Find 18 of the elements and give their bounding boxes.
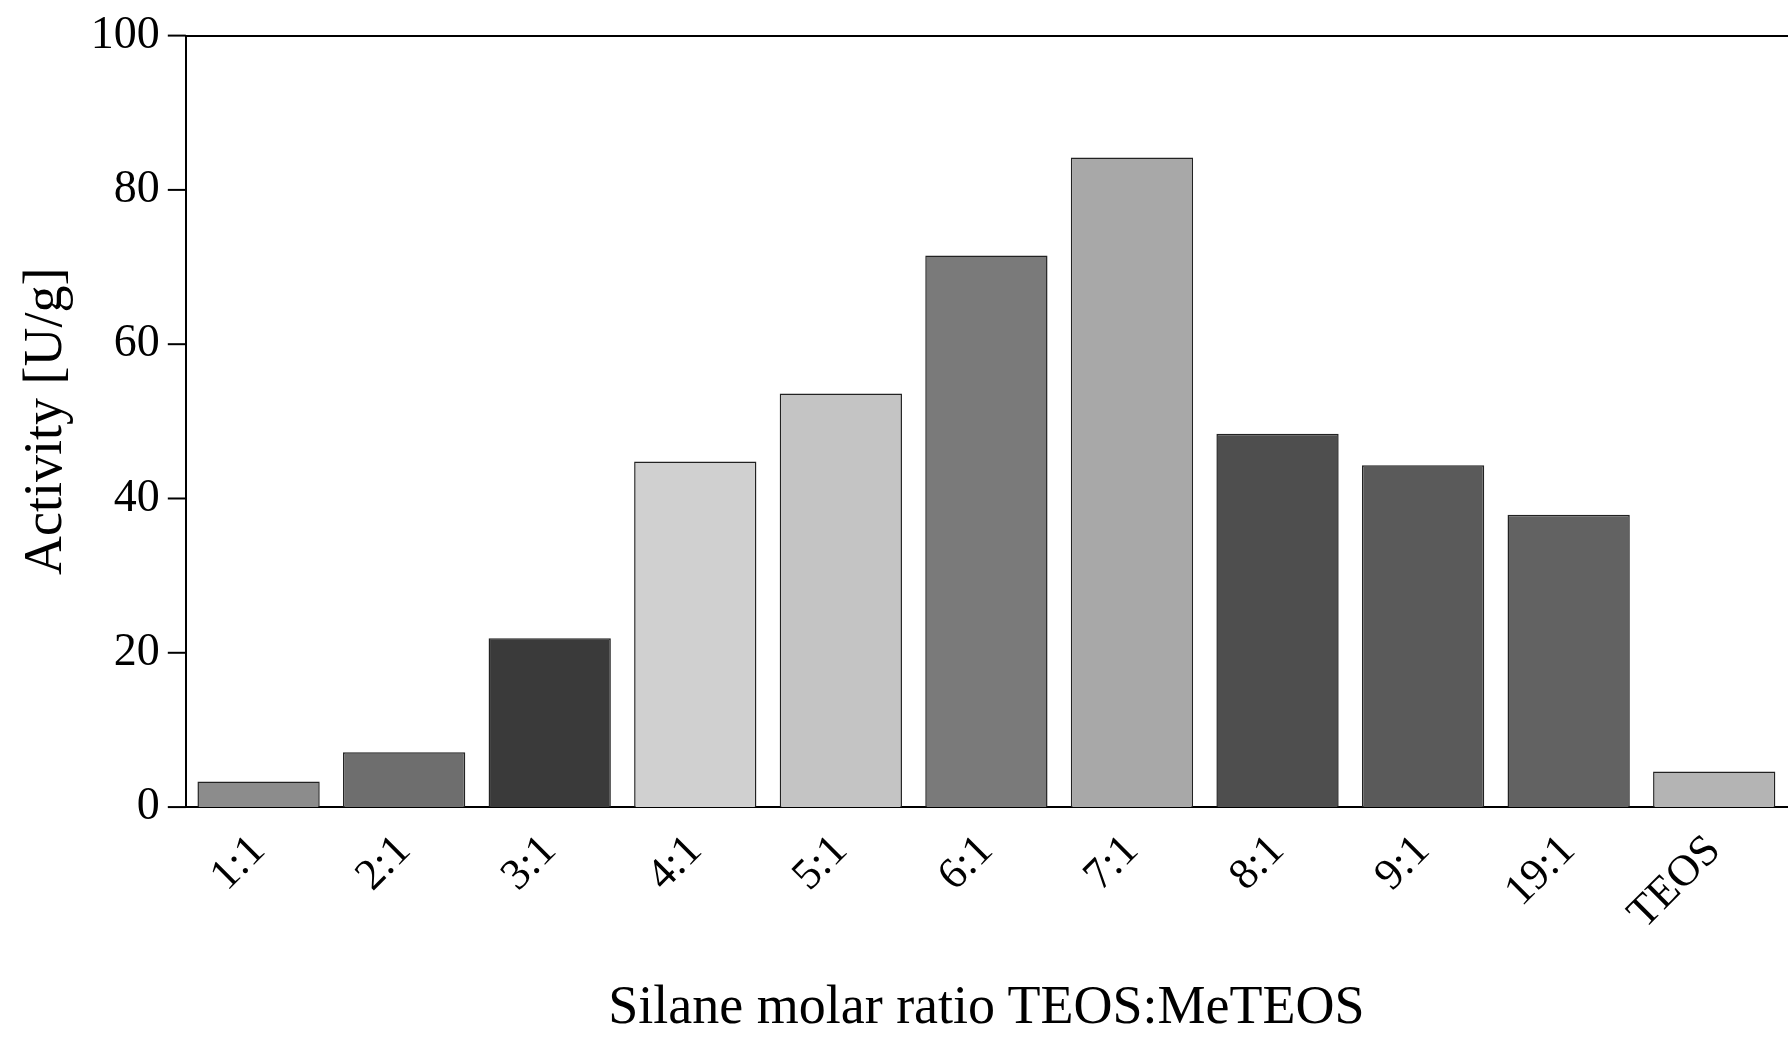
y-tick-label: 100 xyxy=(90,6,160,58)
y-tick-label: 80 xyxy=(113,160,160,212)
x-tick-label: 5:1 xyxy=(781,824,857,899)
x-tick-label: 3:1 xyxy=(490,824,565,899)
x-tick-label: 19:1 xyxy=(1493,824,1584,915)
x-tick-label: 7:1 xyxy=(1072,824,1148,899)
y-tick-label: 0 xyxy=(136,778,160,830)
x-axis-title: Silane molar ratio TEOS:MeTEOS xyxy=(608,974,1365,1035)
x-tick-label: 1:1 xyxy=(199,824,274,899)
x-tick-label: 6:1 xyxy=(927,824,1002,899)
y-axis-title: Activity [U/g] xyxy=(12,267,73,576)
x-tick-label: 4:1 xyxy=(636,824,711,899)
x-tick-label: 2:1 xyxy=(344,824,420,899)
x-tick-label: 9:1 xyxy=(1363,824,1439,899)
y-tick-label: 20 xyxy=(113,623,160,675)
x-tick-label: 8:1 xyxy=(1218,824,1293,899)
y-tick-label: 60 xyxy=(113,315,160,367)
y-tick-label: 40 xyxy=(113,469,160,521)
